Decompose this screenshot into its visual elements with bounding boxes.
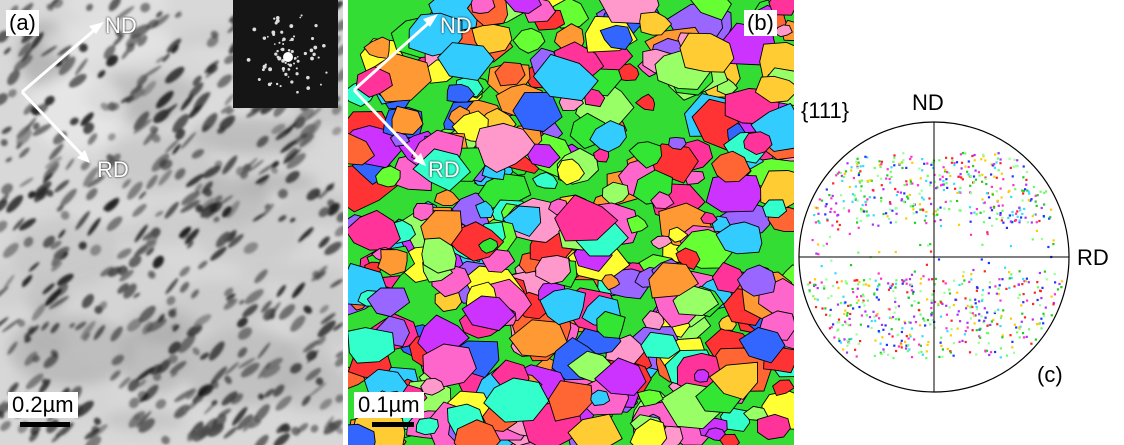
panel-b-letter: (b)	[744, 10, 777, 36]
tem-image-panel: (a) ND RD 0.2µm	[0, 0, 343, 445]
orientation-map-panel: (b) ND RD 0.1µm	[348, 0, 794, 445]
grain-orientation-map	[348, 0, 794, 445]
pole-figure-panel: {111} ND RD (c)	[795, 80, 1124, 400]
panel-c-letter: (c)	[1037, 362, 1063, 387]
orientation-arrows	[352, 14, 438, 166]
plane-label: {111}	[801, 98, 850, 123]
rd-label: RD	[97, 157, 129, 182]
scale-bar	[372, 422, 414, 427]
tem-micrograph	[0, 0, 343, 445]
orientation-arrows	[20, 22, 104, 163]
rd-label: RD	[1077, 245, 1109, 270]
scale-bar	[20, 422, 70, 427]
nd-label: ND	[912, 90, 944, 115]
rd-label: RD	[428, 157, 460, 182]
pole-figure	[798, 121, 1070, 393]
panel-a-letter: (a)	[6, 10, 39, 36]
nd-label: ND	[105, 13, 137, 38]
scale-bar-label: 0.2µm	[8, 392, 78, 418]
diffraction-pattern-inset	[233, 0, 338, 108]
nd-label: ND	[440, 13, 472, 38]
scale-bar-label: 0.1µm	[354, 392, 424, 418]
